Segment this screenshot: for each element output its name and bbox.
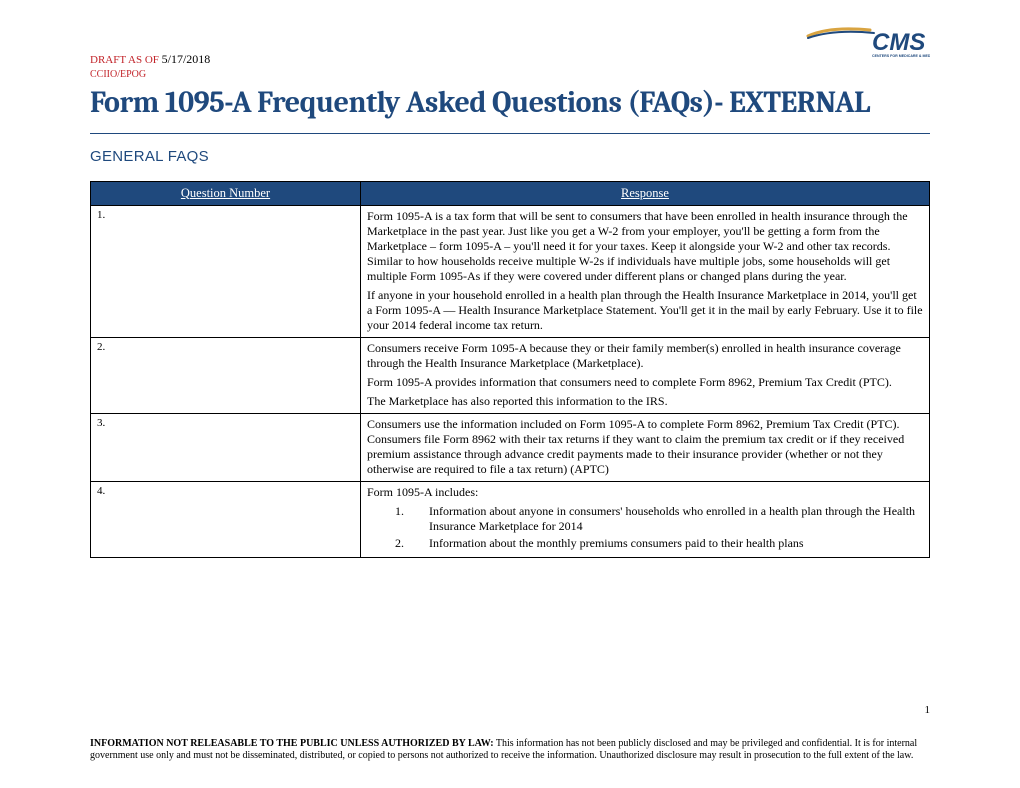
table-row: 3. Consumers use the information include… xyxy=(91,413,930,481)
question-number-cell: 4. xyxy=(91,481,361,557)
response-list: Information about anyone in consumers' h… xyxy=(367,504,923,551)
response-cell: Form 1095-A includes: Information about … xyxy=(361,481,930,557)
page-title: Form 1095-A Frequently Asked Questions (… xyxy=(90,86,930,121)
response-cell: Consumers receive Form 1095-A because th… xyxy=(361,337,930,413)
document-header: DRAFT AS OF 5/17/2018 CCIIO/EPOG CMS CEN… xyxy=(90,52,930,121)
response-paragraph: If anyone in your household enrolled in … xyxy=(367,288,923,333)
table-header-row: Question Number Response xyxy=(91,181,930,205)
section-heading: GENERAL FAQS xyxy=(90,148,930,165)
cms-logo: CMS CENTERS FOR MEDICARE & MEDICAID SERV… xyxy=(800,24,930,62)
table-row: 4. Form 1095-A includes: Information abo… xyxy=(91,481,930,557)
col-header-question: Question Number xyxy=(91,181,361,205)
question-number-cell: 1. xyxy=(91,205,361,337)
response-cell: Consumers use the information included o… xyxy=(361,413,930,481)
response-paragraph: Form 1095-A provides information that co… xyxy=(367,375,923,390)
table-row: 1. Form 1095-A is a tax form that will b… xyxy=(91,205,930,337)
draft-date: 5/17/2018 xyxy=(162,52,211,66)
list-item: Information about anyone in consumers' h… xyxy=(367,504,923,534)
footer-disclaimer: INFORMATION NOT RELEASABLE TO THE PUBLIC… xyxy=(90,738,930,762)
list-item: Information about the monthly premiums c… xyxy=(367,536,923,551)
col-header-response: Response xyxy=(361,181,930,205)
response-intro: Form 1095-A includes: xyxy=(367,485,923,500)
response-cell: Form 1095-A is a tax form that will be s… xyxy=(361,205,930,337)
response-paragraph: Consumers receive Form 1095-A because th… xyxy=(367,341,923,371)
question-number-cell: 3. xyxy=(91,413,361,481)
faq-table: Question Number Response 1. Form 1095-A … xyxy=(90,181,930,558)
logo-sub-text: CENTERS FOR MEDICARE & MEDICAID SERVICES xyxy=(872,54,930,58)
footer-bold: INFORMATION NOT RELEASABLE TO THE PUBLIC… xyxy=(90,738,494,749)
response-paragraph: Consumers use the information included o… xyxy=(367,417,923,477)
question-number-cell: 2. xyxy=(91,337,361,413)
cciio-label: CCIIO/EPOG xyxy=(90,69,930,80)
draft-label: DRAFT AS OF xyxy=(90,54,159,66)
title-rule xyxy=(90,133,930,134)
logo-main-text: CMS xyxy=(872,29,925,56)
response-paragraph: The Marketplace has also reported this i… xyxy=(367,394,923,409)
table-row: 2. Consumers receive Form 1095-A because… xyxy=(91,337,930,413)
response-paragraph: Form 1095-A is a tax form that will be s… xyxy=(367,209,923,284)
page-number: 1 xyxy=(925,704,931,716)
